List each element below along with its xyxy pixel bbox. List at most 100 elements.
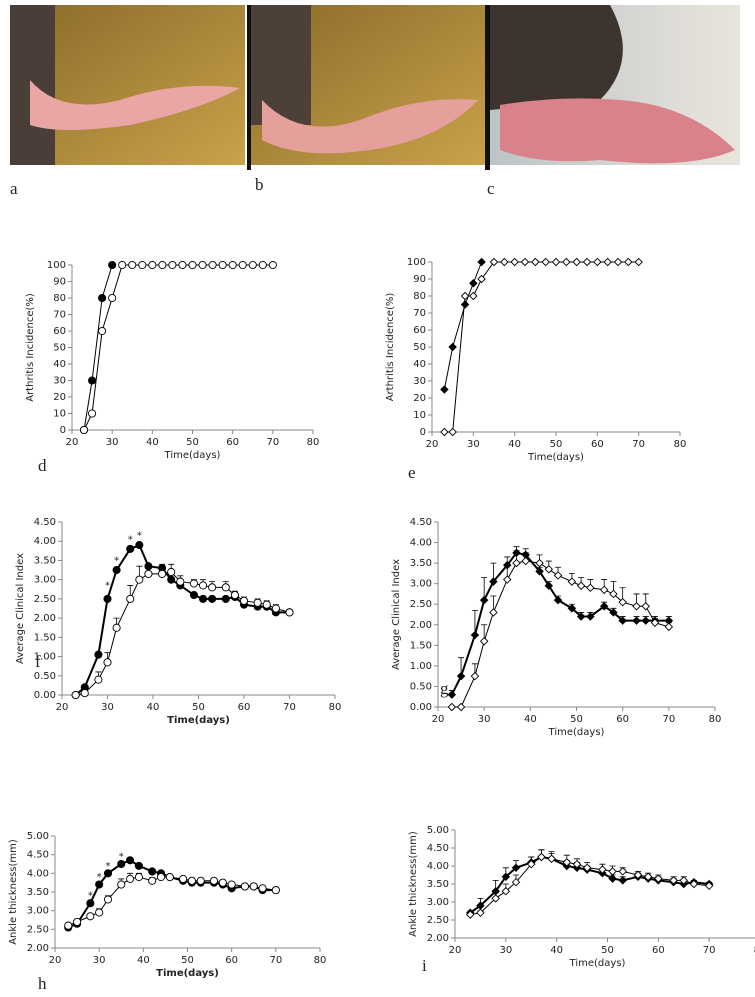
x-tick-label: 50 bbox=[601, 945, 614, 956]
x-tick-label: 30 bbox=[499, 945, 512, 956]
marker bbox=[576, 612, 586, 621]
marker bbox=[126, 856, 135, 865]
y-tick-label: 10 bbox=[413, 410, 426, 421]
marker bbox=[608, 874, 617, 883]
y-tick-label: 4.50 bbox=[410, 517, 432, 528]
marker bbox=[208, 260, 217, 270]
x-tick-label: 40 bbox=[550, 945, 563, 956]
annotation: * bbox=[119, 852, 124, 863]
marker bbox=[466, 910, 475, 919]
marker bbox=[551, 257, 561, 267]
annotation: * bbox=[88, 891, 93, 902]
marker bbox=[268, 260, 277, 270]
x-tick-label: 50 bbox=[186, 437, 199, 448]
x-tick-label: 70 bbox=[662, 714, 675, 725]
marker bbox=[118, 260, 127, 270]
marker bbox=[167, 575, 176, 584]
x-tick-label: 50 bbox=[570, 714, 583, 725]
annotation: * bbox=[114, 555, 119, 566]
marker bbox=[71, 690, 80, 700]
x-axis-label: Time(days) bbox=[167, 715, 230, 726]
marker bbox=[669, 876, 678, 885]
marker bbox=[650, 618, 660, 627]
marker bbox=[593, 257, 602, 267]
y-tick-label: 5.00 bbox=[27, 831, 49, 842]
y-tick-label: 0 bbox=[60, 425, 66, 436]
marker bbox=[544, 581, 554, 590]
marker bbox=[227, 880, 236, 889]
marker bbox=[228, 260, 237, 270]
y-tick-label: 2.50 bbox=[34, 594, 56, 605]
x-axis-label: Time(days) bbox=[548, 727, 605, 738]
y-tick-label: 40 bbox=[413, 359, 426, 370]
y-tick-label: 2.50 bbox=[410, 599, 432, 610]
x-tick-label: 20 bbox=[56, 702, 69, 713]
marker bbox=[535, 558, 544, 568]
x-axis-label: Time(days) bbox=[527, 452, 584, 463]
marker bbox=[470, 671, 480, 681]
marker bbox=[138, 260, 147, 270]
marker bbox=[470, 630, 480, 640]
marker bbox=[576, 581, 586, 590]
marker bbox=[148, 867, 157, 876]
y-tick-label: 2.00 bbox=[27, 943, 49, 954]
marker bbox=[599, 585, 609, 595]
y-tick-label: 4.00 bbox=[34, 536, 56, 547]
marker bbox=[98, 293, 107, 303]
marker bbox=[64, 921, 73, 930]
marker bbox=[86, 899, 95, 908]
marker bbox=[103, 869, 113, 878]
marker bbox=[112, 623, 121, 632]
y-tick-label: 1.50 bbox=[34, 632, 56, 643]
panel-label: e bbox=[408, 463, 416, 482]
marker bbox=[479, 595, 489, 605]
annotation: * bbox=[106, 861, 111, 872]
x-tick-label: 40 bbox=[146, 437, 159, 448]
marker bbox=[562, 257, 571, 267]
photo-a bbox=[10, 5, 245, 165]
marker bbox=[80, 689, 89, 698]
y-tick-label: 2.50 bbox=[427, 915, 449, 926]
marker bbox=[618, 597, 627, 607]
y-tick-label: 0 bbox=[420, 427, 426, 438]
x-tick-label: 50 bbox=[550, 439, 563, 450]
marker bbox=[117, 859, 126, 869]
x-tick-label: 40 bbox=[137, 955, 150, 966]
y-axis-label: Average Clinical Index bbox=[15, 553, 26, 664]
marker bbox=[586, 612, 595, 621]
x-tick-label: 60 bbox=[238, 702, 251, 713]
photo-c bbox=[485, 5, 740, 170]
marker bbox=[598, 865, 607, 874]
marker bbox=[541, 257, 550, 267]
marker bbox=[148, 260, 157, 270]
x-tick-label: 60 bbox=[652, 945, 665, 956]
x-tick-label: 40 bbox=[508, 439, 521, 450]
marker bbox=[489, 257, 499, 267]
x-tick-label: 20 bbox=[426, 439, 439, 450]
x-tick-label: 60 bbox=[225, 955, 238, 966]
y-tick-label: 3.50 bbox=[27, 887, 49, 898]
annotation: * bbox=[105, 580, 110, 591]
marker bbox=[208, 594, 217, 603]
marker bbox=[126, 544, 135, 553]
marker bbox=[135, 541, 144, 550]
marker bbox=[135, 575, 144, 584]
y-tick-label: 4.50 bbox=[427, 843, 449, 854]
marker bbox=[209, 876, 219, 885]
annotation: * bbox=[137, 530, 142, 541]
y-tick-label: 1.00 bbox=[34, 652, 56, 663]
x-tick-label: 80 bbox=[674, 439, 687, 450]
marker bbox=[510, 257, 519, 267]
marker bbox=[218, 260, 227, 270]
marker bbox=[520, 257, 530, 267]
x-axis-label: Time(days) bbox=[569, 958, 626, 969]
marker bbox=[469, 291, 478, 301]
y-tick-label: 10 bbox=[53, 409, 66, 420]
marker bbox=[618, 876, 627, 885]
marker bbox=[230, 590, 239, 600]
marker bbox=[134, 861, 143, 870]
x-tick-label: 60 bbox=[616, 714, 629, 725]
marker bbox=[641, 602, 650, 611]
y-tick-label: 4.00 bbox=[410, 538, 432, 549]
marker bbox=[98, 326, 107, 336]
